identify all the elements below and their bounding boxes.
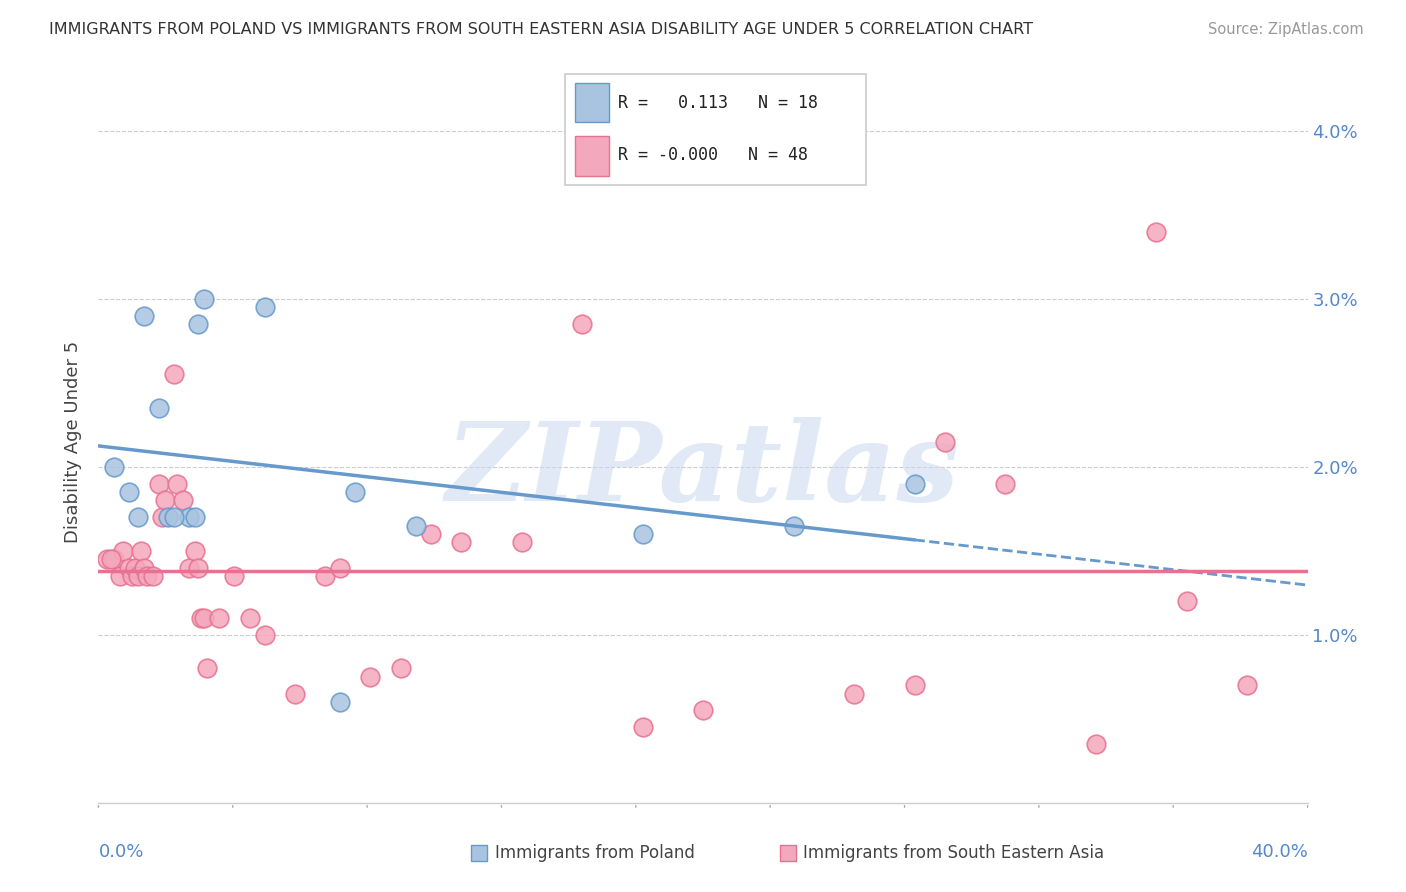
Point — [142, 569, 165, 583]
Point — [510, 535, 533, 549]
Text: IMMIGRANTS FROM POLAND VS IMMIGRANTS FROM SOUTH EASTERN ASIA DISABILITY AGE UNDE: IMMIGRANTS FROM POLAND VS IMMIGRANTS FRO… — [49, 22, 1033, 37]
Point — [692, 703, 714, 717]
Point — [405, 518, 427, 533]
Point — [184, 510, 207, 524]
Point — [148, 401, 170, 415]
FancyBboxPatch shape — [565, 74, 866, 185]
Point — [132, 560, 155, 574]
Point — [129, 543, 152, 558]
Point — [420, 527, 443, 541]
Point — [631, 720, 654, 734]
Point — [1175, 594, 1198, 608]
Point — [124, 560, 146, 574]
Point — [314, 569, 336, 583]
Point — [184, 543, 207, 558]
Point — [111, 543, 134, 558]
Point — [163, 510, 186, 524]
Point — [187, 560, 209, 574]
Point — [904, 678, 927, 692]
Point — [190, 611, 212, 625]
Point — [97, 807, 120, 822]
Point — [284, 687, 307, 701]
Text: R = -0.000   N = 48: R = -0.000 N = 48 — [619, 146, 808, 164]
Y-axis label: Disability Age Under 5: Disability Age Under 5 — [65, 341, 83, 542]
Point — [195, 661, 218, 675]
Point — [571, 317, 593, 331]
Point — [844, 687, 866, 701]
Text: Immigrants from Poland: Immigrants from Poland — [495, 845, 695, 863]
Point — [148, 476, 170, 491]
Text: 0.0%: 0.0% — [98, 843, 143, 861]
Point — [166, 476, 188, 491]
Point — [135, 569, 157, 583]
Point — [132, 309, 155, 323]
Point — [450, 535, 472, 549]
Point — [156, 510, 179, 524]
Point — [329, 695, 352, 709]
Text: R =   0.113   N = 18: R = 0.113 N = 18 — [619, 94, 818, 112]
Point — [103, 552, 125, 566]
Point — [127, 569, 149, 583]
Point — [208, 611, 231, 625]
Point — [344, 485, 367, 500]
Point — [104, 807, 127, 822]
Point — [193, 611, 215, 625]
Point — [631, 527, 654, 541]
Point — [239, 611, 262, 625]
Point — [96, 552, 118, 566]
Point — [253, 300, 276, 314]
Point — [389, 661, 412, 675]
Text: Immigrants from South Eastern Asia: Immigrants from South Eastern Asia — [803, 845, 1105, 863]
Point — [1085, 737, 1108, 751]
Text: ZIPatlas: ZIPatlas — [446, 417, 960, 524]
Point — [150, 510, 173, 524]
Point — [153, 493, 176, 508]
Point — [783, 518, 806, 533]
Bar — [575, 83, 609, 122]
Point — [108, 569, 131, 583]
Point — [329, 560, 352, 574]
Point — [193, 292, 215, 306]
Point — [994, 476, 1017, 491]
Point — [934, 434, 956, 449]
Point — [103, 459, 125, 474]
Point — [179, 560, 201, 574]
Point — [118, 485, 141, 500]
Point — [360, 670, 382, 684]
Point — [172, 493, 194, 508]
Point — [179, 510, 201, 524]
Point — [121, 569, 143, 583]
Text: Source: ZipAtlas.com: Source: ZipAtlas.com — [1208, 22, 1364, 37]
Point — [163, 368, 186, 382]
Text: 40.0%: 40.0% — [1251, 843, 1308, 861]
Point — [253, 628, 276, 642]
Point — [1146, 225, 1168, 239]
Point — [127, 510, 149, 524]
Point — [100, 552, 122, 566]
Point — [224, 569, 246, 583]
Point — [118, 560, 141, 574]
Point — [904, 476, 927, 491]
Point — [187, 317, 209, 331]
Point — [1236, 678, 1258, 692]
Bar — [575, 136, 609, 176]
